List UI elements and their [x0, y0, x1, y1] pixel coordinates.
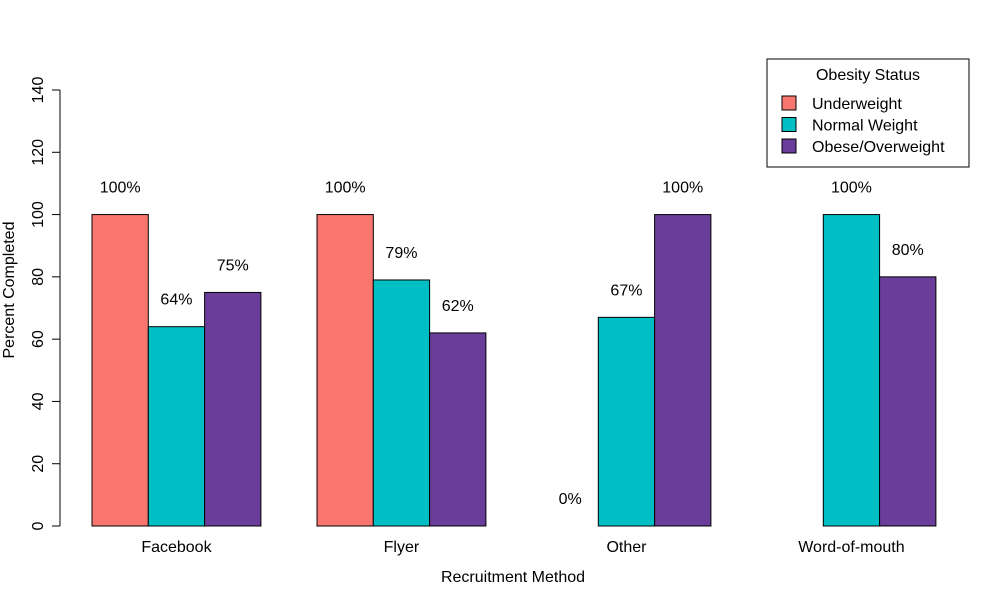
- y-tick-label: 20: [30, 455, 47, 473]
- bars-layer: [91, 214, 937, 527]
- data-label: 67%: [610, 282, 642, 299]
- x-tick-label: Other: [606, 539, 647, 556]
- x-axis: Facebook Flyer Other Word-of-mouth: [141, 539, 904, 556]
- x-tick-label: Flyer: [384, 539, 420, 556]
- legend-swatch: [781, 138, 797, 154]
- legend-swatch: [781, 95, 797, 111]
- legend-swatch: [781, 117, 797, 132]
- y-axis: 0 20 40 60 80 100 120 140: [30, 77, 61, 530]
- y-axis-title: Percent Completed: [1, 222, 18, 359]
- y-tick-label: 80: [30, 268, 47, 286]
- legend-item-label: Obese/Overweight: [812, 139, 945, 156]
- bar: [316, 214, 374, 527]
- bar: [91, 214, 149, 527]
- y-tick-label: 140: [30, 77, 47, 104]
- data-label: 0%: [559, 491, 582, 508]
- y-tick-label: 40: [30, 392, 47, 410]
- legend-item-label: Underweight: [812, 96, 902, 113]
- x-axis-title: Recruitment Method: [441, 569, 585, 586]
- bar: [822, 214, 881, 527]
- data-label: 100%: [831, 180, 872, 197]
- data-label: 64%: [160, 292, 192, 309]
- legend-item-label: Normal Weight: [812, 118, 918, 135]
- legend-title: Obesity Status: [816, 67, 920, 84]
- bar: [372, 279, 431, 527]
- x-tick-label: Word-of-mouth: [798, 539, 904, 556]
- data-label: 100%: [662, 180, 703, 197]
- y-tick-label: 120: [30, 139, 47, 166]
- data-label: 75%: [217, 257, 249, 274]
- legend-box: [766, 58, 970, 168]
- bar: [204, 291, 262, 527]
- bar: [654, 214, 712, 527]
- bar: [429, 332, 487, 527]
- data-labels-layer: 100% 100% 0% 64% 79% 67% 100% 75% 62% 100% 80%: [100, 180, 924, 508]
- bar: [147, 326, 206, 527]
- y-tick-label: 60: [30, 330, 47, 348]
- x-tick-label: Facebook: [141, 539, 212, 556]
- data-label: 100%: [100, 180, 141, 197]
- y-tick-label: 0: [30, 521, 47, 530]
- bar: [597, 316, 656, 527]
- data-label: 100%: [325, 180, 366, 197]
- legend: Obesity Status Underweight Normal Weight O…: [766, 58, 970, 168]
- data-label: 80%: [892, 242, 924, 259]
- bar: [879, 276, 937, 527]
- data-label: 79%: [385, 245, 417, 262]
- y-tick-label: 100: [30, 201, 47, 228]
- legend-items: Underweight Normal Weight Obese/Overweight: [781, 95, 945, 156]
- data-label: 62%: [442, 298, 474, 315]
